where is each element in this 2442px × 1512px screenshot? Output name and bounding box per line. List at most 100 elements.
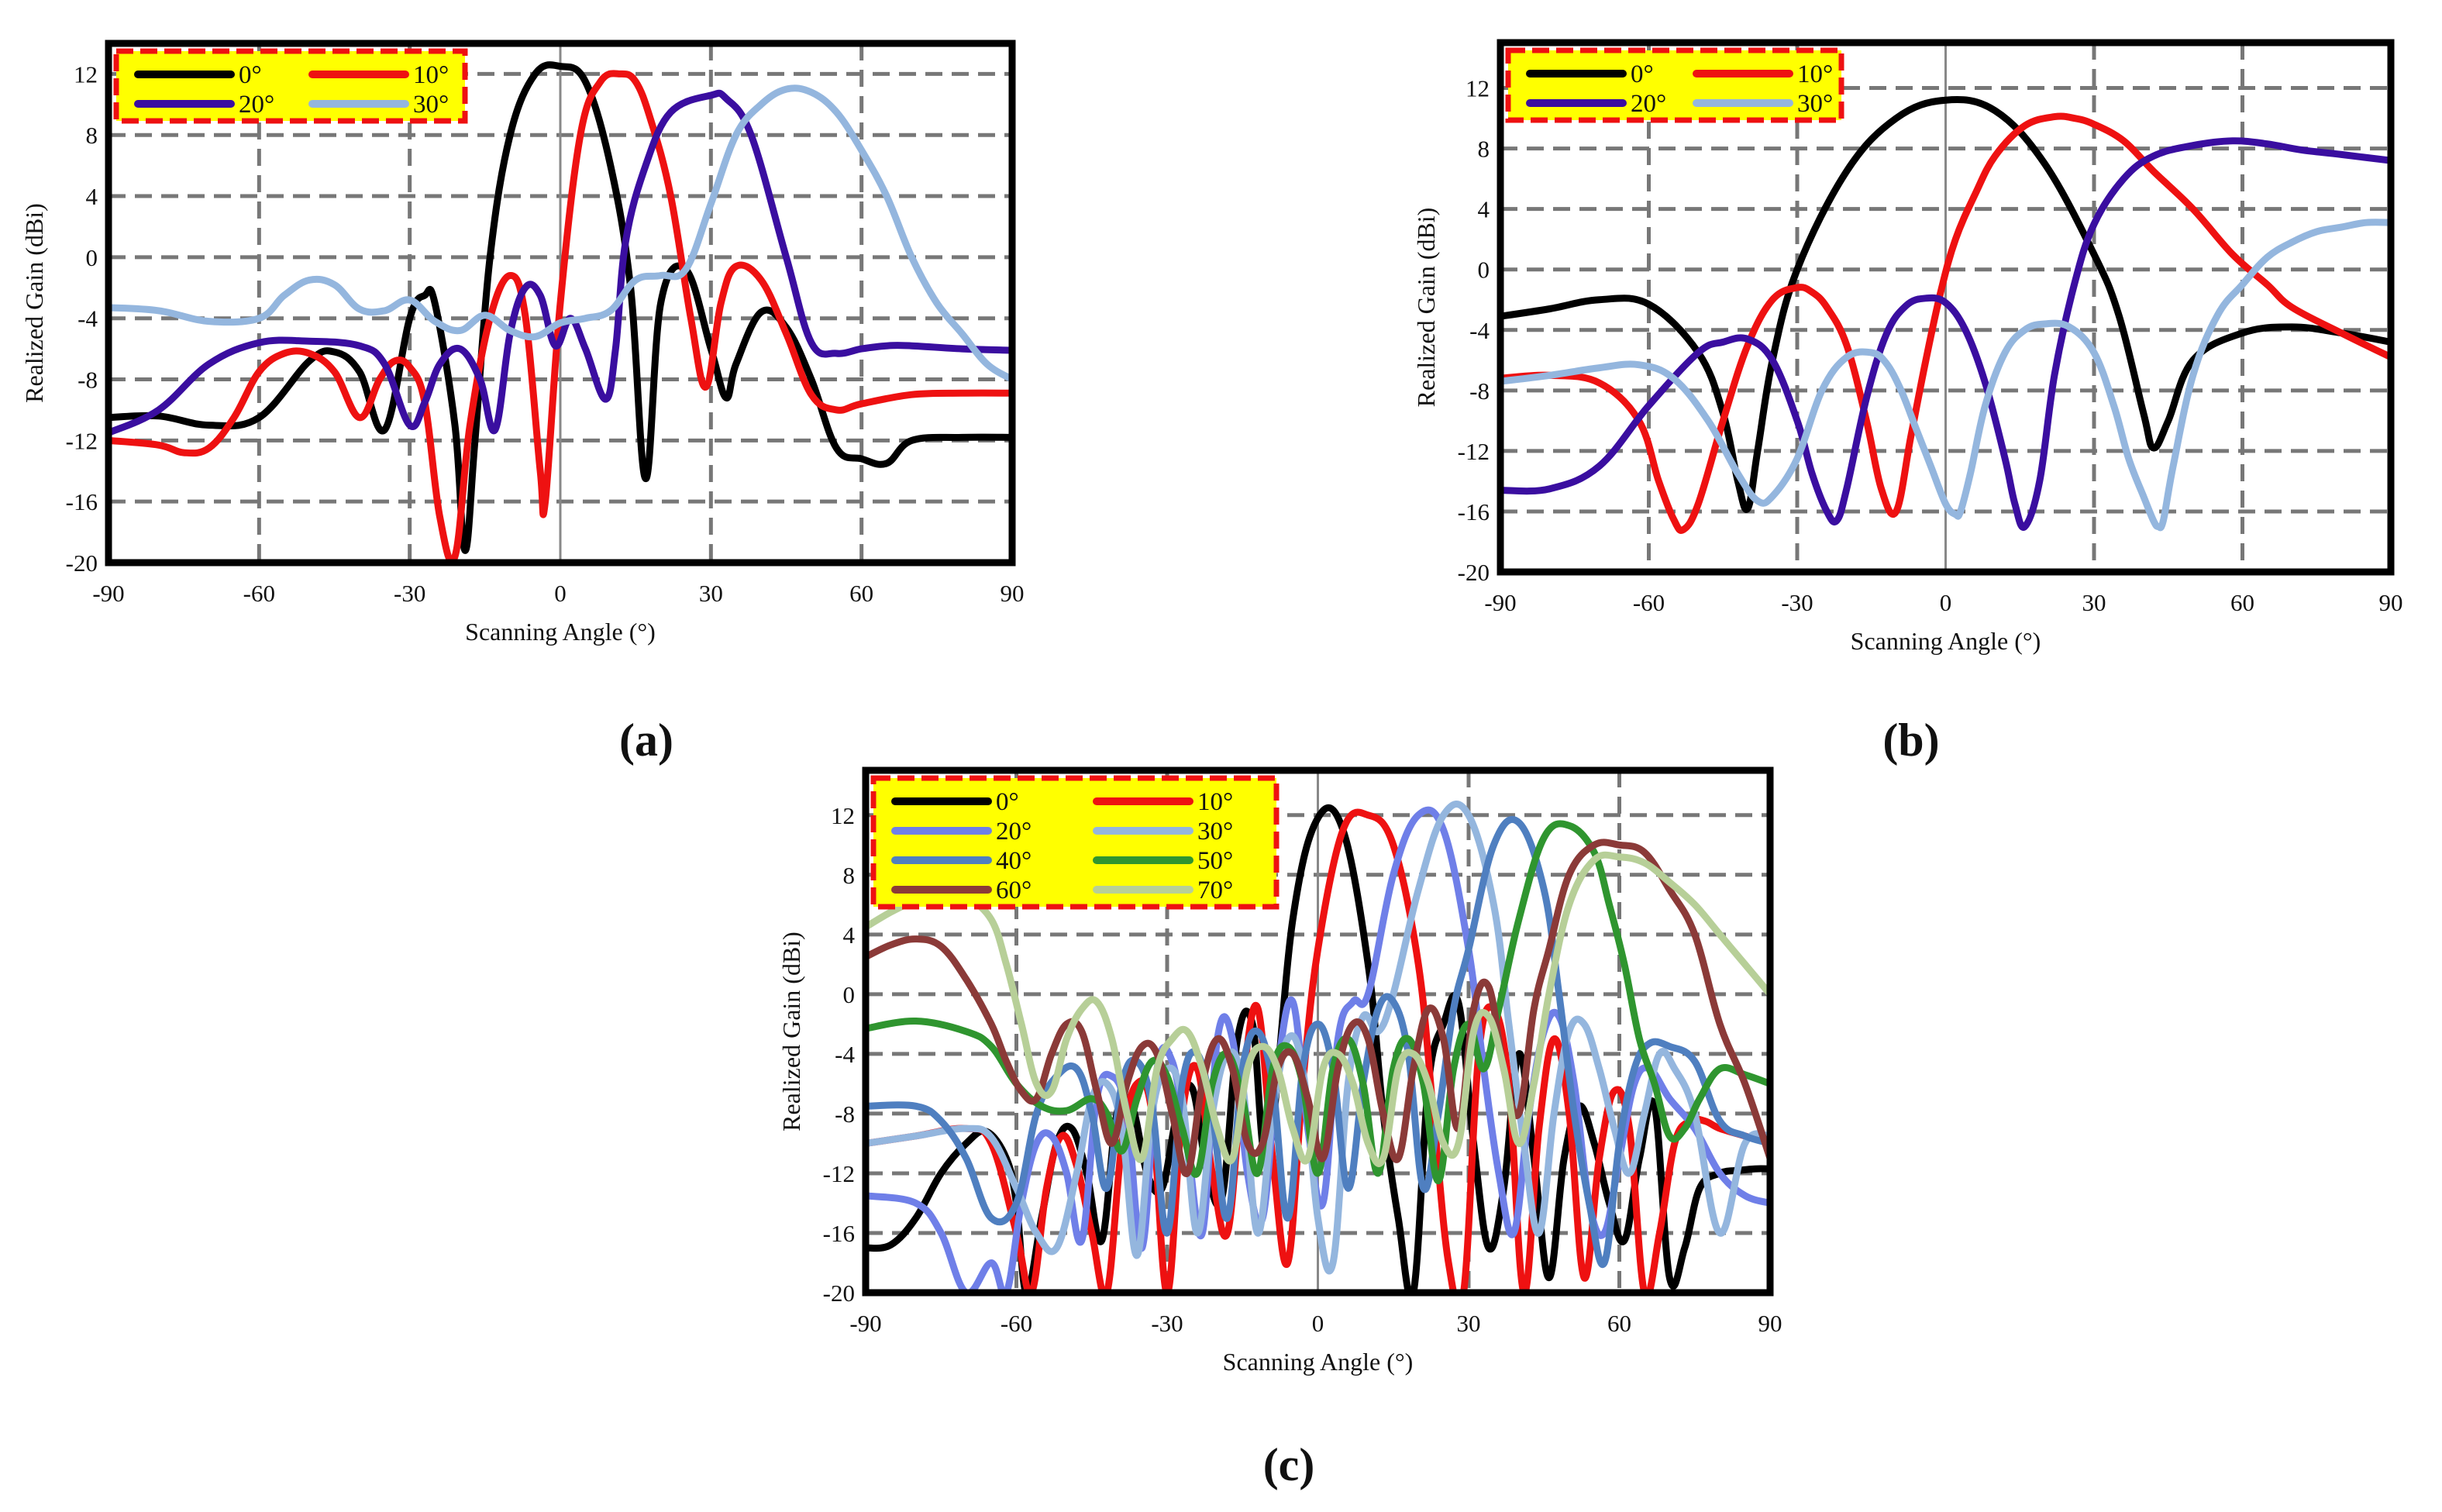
legend: 0° 10° 20° 30° xyxy=(113,48,468,124)
series-line-c-3 xyxy=(866,801,1770,1275)
x-tick-label: -60 xyxy=(243,580,275,607)
x-tick-label: 30 xyxy=(2082,589,2106,616)
x-tick-label: 30 xyxy=(699,580,723,607)
plot-frame xyxy=(862,766,1774,1297)
x-axis-label: Scanning Angle (°) xyxy=(1223,1348,1414,1376)
legend: 0° 10° 20° 30° 40° 50° 60° 70° xyxy=(870,775,1280,910)
y-tick-label: -4 xyxy=(77,305,98,332)
series-line-c-2 xyxy=(866,806,1770,1293)
y-tick-label: -8 xyxy=(835,1100,855,1128)
y-tick-label: 4 xyxy=(86,183,98,210)
y-tick-label: -20 xyxy=(823,1280,855,1307)
legend-label: 70° xyxy=(1197,877,1233,904)
y-tick-label: 4 xyxy=(843,921,856,949)
y-tick-label: -12 xyxy=(1458,438,1490,465)
x-tick-label: 60 xyxy=(849,580,873,607)
x-axis-label: Scanning Angle (°) xyxy=(465,618,656,646)
legend-label: 10° xyxy=(1197,788,1233,816)
plot-frame xyxy=(105,40,1016,567)
legend: 0° 10° 20° 30° xyxy=(1505,47,1844,123)
legend-box xyxy=(1505,47,1844,123)
legend-box xyxy=(113,48,468,124)
legend-label: 30° xyxy=(413,91,449,119)
series-line-c-6 xyxy=(866,839,1770,1177)
y-tick-label: -8 xyxy=(77,367,98,394)
x-axis-label: Scanning Angle (°) xyxy=(1851,627,2041,655)
legend-label: 0° xyxy=(996,788,1019,816)
chart-c: -20 -16 -12 -8 -4 0 4 8 12 -90 -60 -30 0 30 60 90 Scanni… xyxy=(777,766,1782,1490)
y-tick-label: -12 xyxy=(823,1160,855,1187)
chart-a: -20 -16 -12 -8 -4 0 4 8 12 -90 -60 -30 0 30 60 90 Scanni… xyxy=(20,40,1025,766)
series-group xyxy=(1500,95,2391,534)
y-tick-label: -4 xyxy=(1469,317,1490,344)
y-axis-label: Realized Gain (dBi) xyxy=(20,203,48,403)
y-tick-label: -12 xyxy=(66,427,98,454)
legend-label: 20° xyxy=(239,91,274,119)
y-tick-label: 8 xyxy=(843,862,856,889)
x-tick-label: -30 xyxy=(1781,589,1813,616)
y-tick-label: 12 xyxy=(74,60,98,88)
y-tick-label: -4 xyxy=(835,1041,855,1068)
series-line-c-0 xyxy=(866,804,1770,1293)
chart-b: -20 -16 -12 -8 -4 0 4 8 12 -90 -60 -30 0 30 60 90 Scanni… xyxy=(1412,39,2403,766)
y-tick-label: -8 xyxy=(1469,377,1490,405)
series-line-a-1 xyxy=(108,70,1012,563)
series-group xyxy=(866,801,1770,1293)
series-line-a-3 xyxy=(108,84,1012,383)
y-tick-label: 12 xyxy=(831,802,855,829)
panel-label: (c) xyxy=(1263,1439,1315,1490)
y-tick-label: 8 xyxy=(1478,136,1490,163)
x-tick-label: 60 xyxy=(1607,1310,1631,1337)
y-tick-label: -20 xyxy=(1458,559,1490,586)
legend-label: 20° xyxy=(1631,90,1666,118)
x-tick-label: 0 xyxy=(1940,589,1952,616)
series-line-b-1 xyxy=(1500,112,2391,534)
y-tick-label: 4 xyxy=(1478,196,1490,223)
y-axis-label: Realized Gain (dBi) xyxy=(777,932,805,1131)
panel-label: (a) xyxy=(619,715,673,766)
plot-frame xyxy=(1497,39,2395,576)
legend-label: 10° xyxy=(1797,60,1833,88)
series-line-b-3 xyxy=(1500,219,2391,532)
x-tick-label: -30 xyxy=(394,580,425,607)
legend-label: 40° xyxy=(996,847,1032,875)
y-axis-label: Realized Gain (dBi) xyxy=(1412,208,1440,408)
series-line-b-0 xyxy=(1500,95,2391,513)
y-tick-label: 12 xyxy=(1466,75,1490,102)
x-tick-label: -90 xyxy=(849,1310,881,1337)
x-tick-label: -30 xyxy=(1151,1310,1183,1337)
series-line-c-7 xyxy=(866,851,1770,1167)
y-tick-label: 0 xyxy=(1478,257,1490,284)
y-tick-label: -20 xyxy=(66,549,98,577)
legend-label: 0° xyxy=(1631,60,1654,88)
y-tick-label: -16 xyxy=(66,488,98,515)
legend-label: 30° xyxy=(1197,818,1233,846)
x-tick-label: 60 xyxy=(2230,589,2254,616)
legend-label: 0° xyxy=(239,61,262,89)
x-tick-label: -60 xyxy=(1001,1310,1032,1337)
series-group xyxy=(108,61,1012,563)
legend-label: 20° xyxy=(996,818,1032,846)
x-tick-label: 0 xyxy=(554,580,567,607)
series-line-c-5 xyxy=(866,820,1770,1185)
x-tick-label: -60 xyxy=(1633,589,1665,616)
legend-label: 60° xyxy=(996,877,1032,904)
y-tick-label: 0 xyxy=(843,981,856,1008)
x-tick-label: 30 xyxy=(1457,1310,1481,1337)
x-tick-label: -90 xyxy=(92,580,124,607)
y-tick-label: -16 xyxy=(1458,498,1490,525)
series-line-b-2 xyxy=(1500,137,2391,531)
x-tick-label: 90 xyxy=(1758,1310,1782,1337)
x-tick-label: 90 xyxy=(1001,580,1025,607)
x-tick-label: 0 xyxy=(1312,1310,1324,1337)
x-tick-label: -90 xyxy=(1484,589,1516,616)
legend-label: 10° xyxy=(413,61,449,89)
legend-label: 50° xyxy=(1197,847,1233,875)
y-tick-label: -16 xyxy=(823,1220,855,1247)
panel-label: (b) xyxy=(1882,715,1939,766)
x-tick-label: 90 xyxy=(2379,589,2403,616)
legend-label: 30° xyxy=(1797,90,1833,118)
y-tick-label: 8 xyxy=(86,122,98,149)
y-tick-label: 0 xyxy=(86,244,98,271)
